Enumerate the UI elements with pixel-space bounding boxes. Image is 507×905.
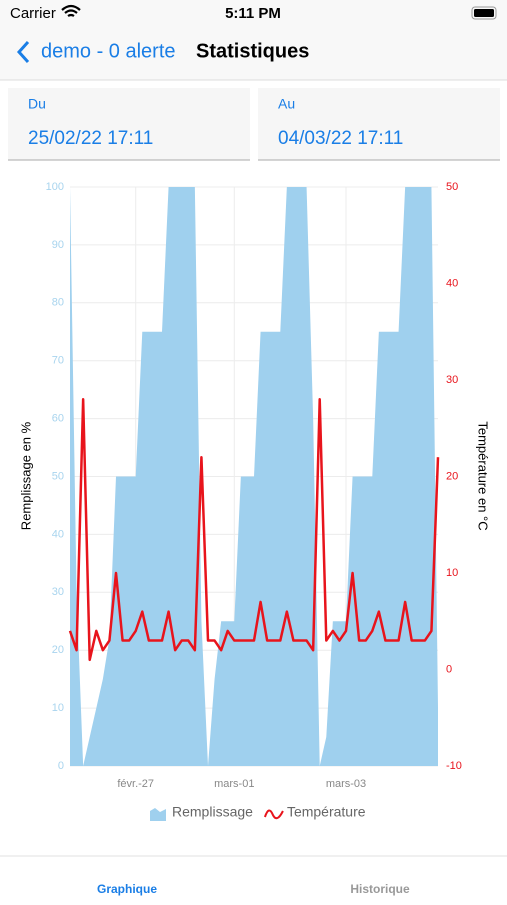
y-tick-label: 100 [46, 181, 64, 193]
y-tick-label: 20 [52, 644, 64, 656]
nav-title: Statistiques [196, 40, 309, 62]
wifi-icon [61, 4, 81, 17]
y2-tick-label: 30 [446, 374, 458, 386]
legend-label: Remplissage [172, 804, 253, 820]
y-axis-label: Remplissage en % [18, 421, 33, 530]
from-label: Du [28, 96, 46, 112]
y2-tick-label: 0 [446, 663, 452, 675]
back-chevron[interactable] [16, 40, 30, 64]
y2-tick-label: -10 [446, 760, 462, 772]
x-tick-label: févr.-27 [117, 778, 154, 790]
area [70, 187, 438, 766]
y2-tick-label: 40 [446, 277, 458, 289]
back-button[interactable]: demo - 0 alerte [41, 40, 176, 62]
y2-axis-label: Température en °C [476, 421, 491, 530]
from-value[interactable]: 25/02/22 17:11 [28, 128, 153, 149]
y-tick-label: 80 [52, 297, 64, 309]
y2-tick-label: 50 [446, 181, 458, 193]
from-field[interactable] [8, 88, 250, 160]
y-tick-label: 30 [52, 586, 64, 598]
line [68, 398, 440, 662]
y2-tick-label: 20 [446, 470, 458, 482]
legend-swatch [263, 809, 284, 820]
battery [471, 6, 497, 20]
x-tick-label: mars-01 [214, 778, 254, 790]
carrier: Carrier [10, 5, 56, 22]
to-value[interactable]: 04/03/22 17:11 [278, 128, 403, 149]
y-tick-label: 60 [52, 413, 64, 425]
battery-level [474, 9, 494, 17]
y-tick-label: 40 [52, 528, 64, 540]
y-tick-label: 10 [52, 702, 64, 714]
to-label: Au [278, 96, 295, 112]
y-tick-label: 90 [52, 239, 64, 251]
legend-swatch [150, 808, 166, 821]
to-field[interactable] [258, 88, 500, 160]
tab[interactable]: Graphique [97, 882, 157, 896]
y-tick-label: 0 [58, 760, 64, 772]
y2-tick-label: 10 [446, 567, 458, 579]
header-bg [0, 0, 507, 80]
tab[interactable]: Historique [350, 882, 410, 896]
y-tick-label: 50 [52, 470, 64, 482]
clock: 5:11 PM [225, 5, 281, 22]
legend-label: Température [287, 804, 366, 820]
y-tick-label: 70 [52, 355, 64, 367]
x-tick-label: mars-03 [326, 778, 366, 790]
